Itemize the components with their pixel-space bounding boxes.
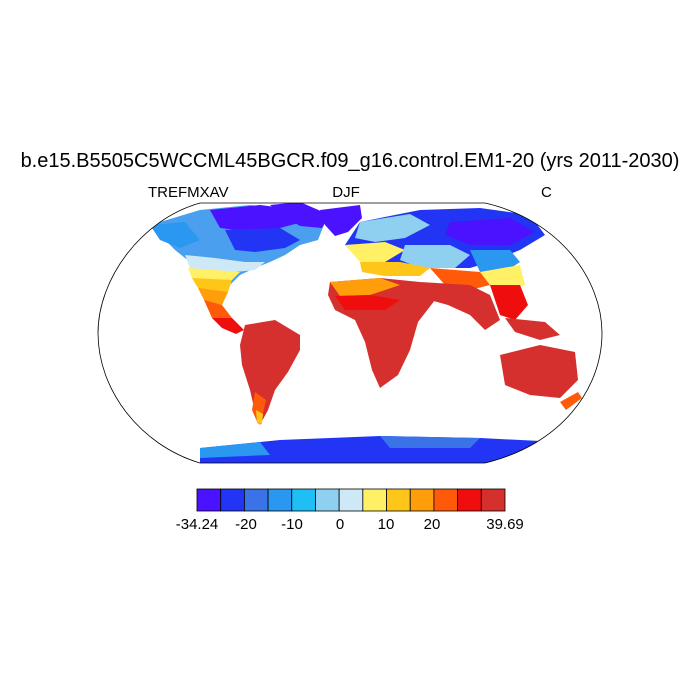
colorbar-swatch [409, 488, 435, 512]
units-label: C [541, 184, 552, 201]
colorbar-swatch [220, 488, 245, 512]
variable-label: TREFMXAV [148, 184, 229, 201]
globe-outline [97, 202, 603, 464]
colorbar-swatch [243, 488, 269, 512]
colorbar-swatch [291, 488, 316, 512]
colorbar-swatch [386, 488, 411, 512]
south-asia-region [420, 282, 560, 340]
eurasia-region [345, 208, 545, 290]
colorbar-tick-label: -34.24 [175, 516, 219, 533]
antarctica-region [200, 436, 560, 463]
colorbar-tick-label: -20 [235, 516, 257, 533]
colorbar-tick-label: 10 [377, 516, 395, 533]
colorbar [196, 488, 506, 512]
colorbar-tick-label: -10 [281, 516, 303, 533]
colorbar-swatch [457, 488, 482, 512]
season-label: DJF [332, 184, 360, 201]
colorbar-swatch [315, 488, 340, 512]
map-title: b.e15.B5505C5WCCML45BGCR.f09_g16.control… [20, 150, 680, 172]
colorbar-swatch [338, 488, 364, 512]
new-zealand-region [560, 392, 582, 410]
colorbar-tick-label: 0 [335, 516, 345, 533]
colorbar-swatch [433, 488, 459, 512]
colorbar-swatch [362, 488, 387, 512]
colorbar-swatch [480, 488, 506, 512]
south-america-region [240, 320, 300, 425]
colorbar-swatch [196, 488, 222, 512]
colorbar-tick-label: 39.69 [486, 516, 524, 533]
australia-region [500, 345, 578, 398]
colorbar-tick-label: 20 [423, 516, 441, 533]
greenland-region [320, 205, 362, 236]
north-america-region [150, 203, 330, 334]
colorbar-swatch [267, 488, 293, 512]
africa-region [328, 278, 435, 388]
